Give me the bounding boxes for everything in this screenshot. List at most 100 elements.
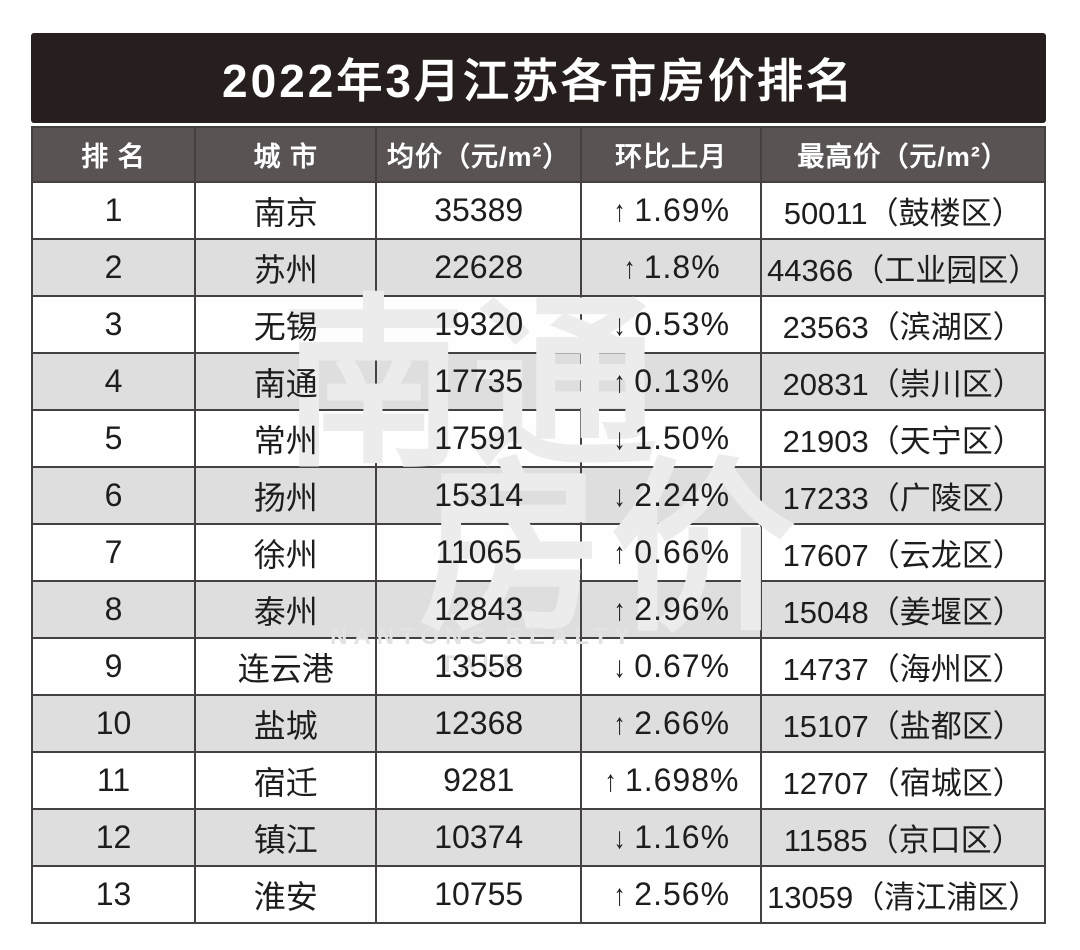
header-city: 城 市 (194, 126, 378, 183)
city-cell: 连云港 (194, 637, 378, 696)
high-price-cell: 23563（滨湖区） (760, 295, 1046, 354)
avg-price-value: 22628 (434, 249, 524, 285)
mom-change-cell: ↑ 2.66% (580, 694, 763, 753)
avg-price-value: 17591 (434, 420, 524, 456)
high-price-cell: 21903（天宁区） (760, 409, 1046, 468)
mom-change-percent: 1.698% (624, 762, 740, 798)
high-price-cell: 12707（宿城区） (760, 751, 1046, 810)
up-arrow-icon: ↑ (613, 879, 626, 912)
rank-cell: 3 (30, 295, 197, 354)
high-price-cell: 50011（鼓楼区） (760, 181, 1046, 240)
mom-change-cell: ↓ 1.50% (580, 409, 763, 468)
rank-cell: 13 (30, 865, 197, 924)
high-price-value: 44366（工业园区） (767, 253, 1040, 288)
mom-change-value: ↑ 1.698% (603, 762, 740, 798)
table-body: 1 南京 35389 ↑ 1.69% 50011（鼓楼区） 2 苏州 22628 … (30, 181, 1046, 924)
city-cell: 南通 (194, 352, 378, 411)
city-cell: 镇江 (194, 808, 378, 867)
city-name: 镇江 (253, 821, 318, 858)
mom-change-percent: 0.67% (634, 648, 731, 684)
mom-change-percent: 1.69% (634, 192, 731, 228)
rank-cell: 8 (30, 580, 197, 639)
high-price-cell: 17233（广陵区） (760, 466, 1046, 525)
table-row: 11 宿迁 9281 ↑ 1.698% 12707（宿城区） (30, 751, 1046, 810)
avg-price-cell: 19320 (375, 295, 583, 354)
high-price-value: 14737（海州区） (782, 652, 1024, 687)
mom-change-value: ↓ 0.67% (612, 648, 730, 684)
city-cell: 淮安 (194, 865, 378, 924)
city-cell: 无锡 (194, 295, 378, 354)
mom-change-percent: 1.8% (643, 249, 721, 285)
rank-cell: 12 (30, 808, 197, 867)
up-arrow-icon: ↑ (613, 366, 626, 399)
city-name: 扬州 (253, 479, 318, 516)
city-cell: 泰州 (194, 580, 378, 639)
rank-cell: 2 (30, 238, 197, 297)
rank-cell: 10 (30, 694, 197, 753)
mom-change-percent: 2.66% (634, 705, 731, 741)
city-name: 泰州 (253, 593, 318, 630)
up-arrow-icon: ↑ (613, 195, 626, 228)
header-avg-price: 均价（元/m²） (375, 126, 583, 183)
rank-value: 8 (104, 591, 123, 627)
high-price-value: 15048（姜堰区） (782, 595, 1024, 630)
high-price-value: 13059（清江浦区） (767, 880, 1040, 915)
rank-value: 3 (104, 306, 123, 342)
rank-value: 13 (95, 876, 132, 912)
city-name: 淮安 (253, 878, 318, 915)
high-price-cell: 17607（云龙区） (760, 523, 1046, 582)
table-row: 13 淮安 10755 ↑ 2.56% 13059（清江浦区） (30, 865, 1046, 924)
rank-value: 6 (104, 477, 123, 513)
table-row: 6 扬州 15314 ↓ 2.24% 17233（广陵区） (30, 466, 1046, 525)
city-cell: 盐城 (194, 694, 378, 753)
table-row: 8 泰州 12843 ↑ 2.96% 15048（姜堰区） (30, 580, 1046, 639)
high-price-value: 50011（鼓楼区） (783, 196, 1023, 231)
mom-change-cell: ↓ 2.24% (580, 466, 763, 525)
mom-change-value: ↓ 2.24% (612, 477, 730, 513)
city-name: 常州 (253, 422, 318, 459)
down-arrow-icon: ↓ (613, 822, 626, 855)
mom-change-value: ↑ 1.8% (622, 249, 721, 285)
city-cell: 常州 (194, 409, 378, 468)
avg-price-cell: 15314 (375, 466, 583, 525)
mom-change-value: ↑ 0.66% (612, 534, 730, 570)
table-header-row: 排 名 城 市 均价（元/m²） 环比上月 最高价（元/m²） (30, 126, 1046, 183)
city-name: 南通 (253, 365, 318, 402)
up-arrow-icon: ↑ (613, 708, 626, 741)
avg-price-cell: 10374 (375, 808, 583, 867)
down-arrow-icon: ↓ (613, 309, 626, 342)
rank-value: 12 (95, 819, 132, 855)
city-cell: 扬州 (194, 466, 378, 525)
mom-change-cell: ↑ 2.96% (580, 580, 763, 639)
avg-price-value: 17735 (434, 363, 524, 399)
avg-price-cell: 12368 (375, 694, 583, 753)
up-arrow-icon: ↑ (613, 594, 626, 627)
mom-change-percent: 1.16% (634, 819, 731, 855)
table-row: 3 无锡 19320 ↓ 0.53% 23563（滨湖区） (30, 295, 1046, 354)
table-row: 12 镇江 10374 ↓ 1.16% 11585（京口区） (30, 808, 1046, 867)
rank-cell: 4 (30, 352, 197, 411)
table-row: 9 连云港 13558 ↓ 0.67% 14737（海州区） (30, 637, 1046, 696)
avg-price-value: 12843 (434, 591, 524, 627)
high-price-cell: 15107（盐都区） (760, 694, 1046, 753)
mom-change-percent: 0.66% (634, 534, 731, 570)
up-arrow-icon: ↑ (623, 252, 636, 285)
avg-price-value: 15314 (434, 477, 524, 513)
avg-price-value: 13558 (434, 648, 524, 684)
high-price-cell: 14737（海州区） (760, 637, 1046, 696)
mom-change-cell: ↑ 1.698% (580, 751, 763, 810)
mom-change-value: ↑ 2.66% (612, 705, 730, 741)
mom-change-value: ↑ 2.56% (612, 876, 730, 912)
header-high-price: 最高价（元/m²） (760, 126, 1046, 183)
mom-change-value: ↑ 2.96% (612, 591, 730, 627)
high-price-cell: 20831（崇川区） (760, 352, 1046, 411)
avg-price-cell: 17735 (375, 352, 583, 411)
avg-price-cell: 22628 (375, 238, 583, 297)
rank-value: 10 (95, 705, 132, 741)
rank-value: 4 (104, 363, 123, 399)
down-arrow-icon: ↓ (613, 423, 626, 456)
avg-price-value: 19320 (434, 306, 524, 342)
high-price-value: 17607（云龙区） (782, 538, 1024, 573)
mom-change-value: ↓ 1.50% (612, 420, 730, 456)
down-arrow-icon: ↓ (613, 651, 626, 684)
